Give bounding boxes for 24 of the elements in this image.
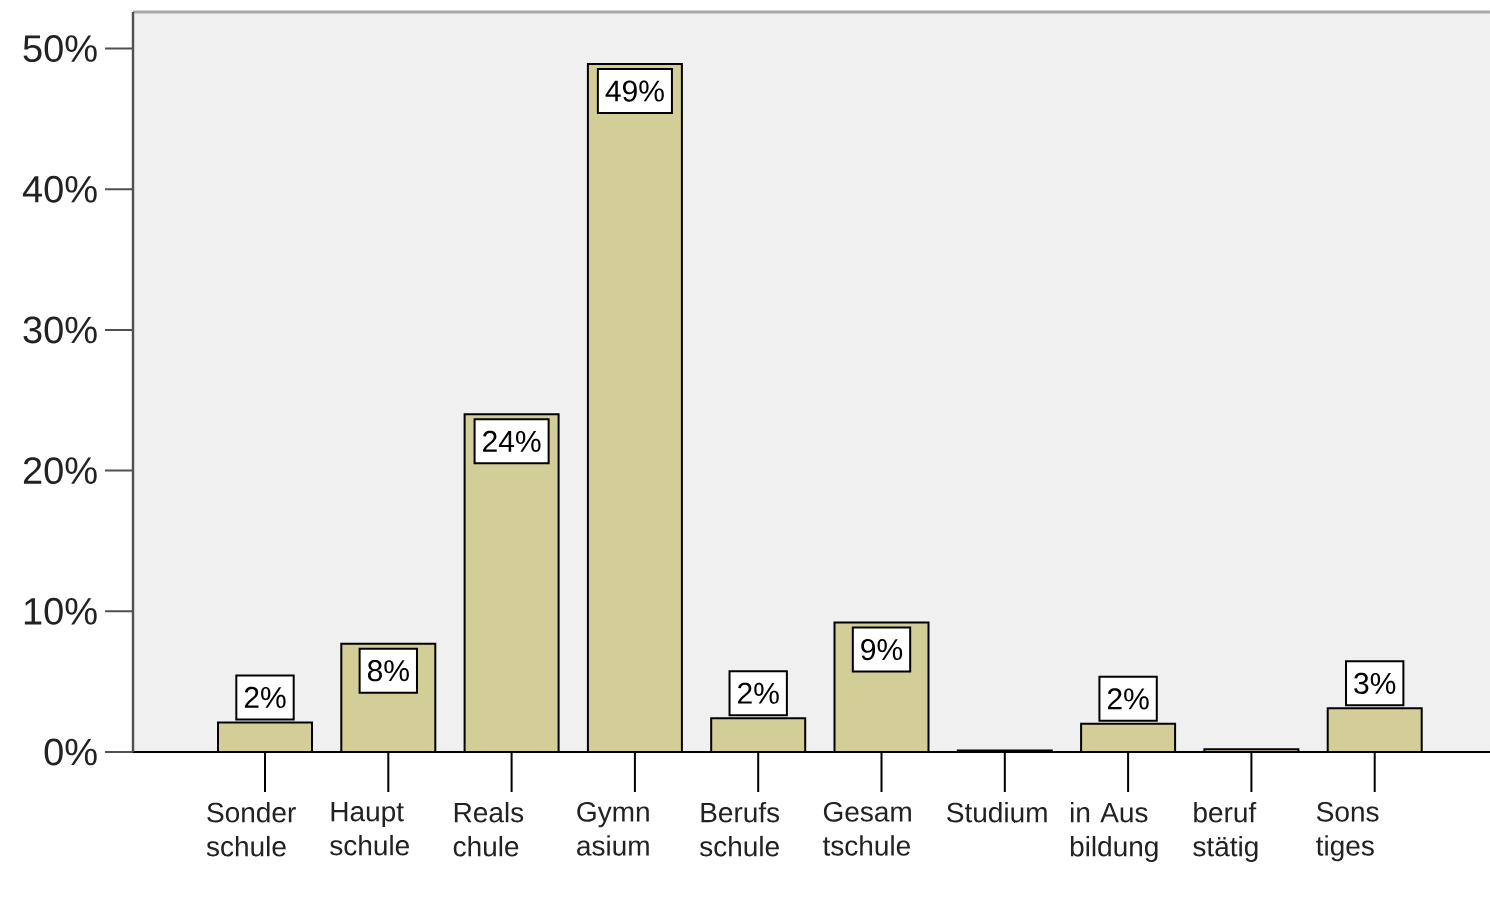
y-tick-label: 0% [44,738,97,766]
data-label: 2% [244,686,286,709]
y-tick-label: 10% [24,597,97,625]
x-tick-label: Realschule [453,801,524,857]
y-tick-label: 30% [23,316,97,344]
data-label: 2% [738,682,779,704]
x-tick-label: Gymnasium [577,801,649,856]
y-tick-label: 50% [23,35,97,63]
data-label: 24% [483,430,541,452]
data-label: 3% [1354,672,1396,694]
x-tick-label: Sonstiges [1316,801,1379,862]
data-label: 8% [367,660,409,682]
x-tick-label: in Ausbildung [1070,801,1158,863]
x-tick-label: Studium [947,801,1047,823]
data-label: 2% [1107,688,1149,710]
x-tick-label: Sonderschule [206,801,296,857]
x-tick-label: berufstätig [1193,801,1258,863]
data-label: 49% [605,80,664,102]
data-label: 9% [861,638,903,661]
x-tick-label: Gesamtschule [822,801,911,856]
x-tick-label: Hauptschule [330,801,409,856]
x-tick-label: Berufsschule [699,801,780,857]
y-tick-label: 40% [22,175,97,203]
y-tick-label: 20% [23,457,97,485]
